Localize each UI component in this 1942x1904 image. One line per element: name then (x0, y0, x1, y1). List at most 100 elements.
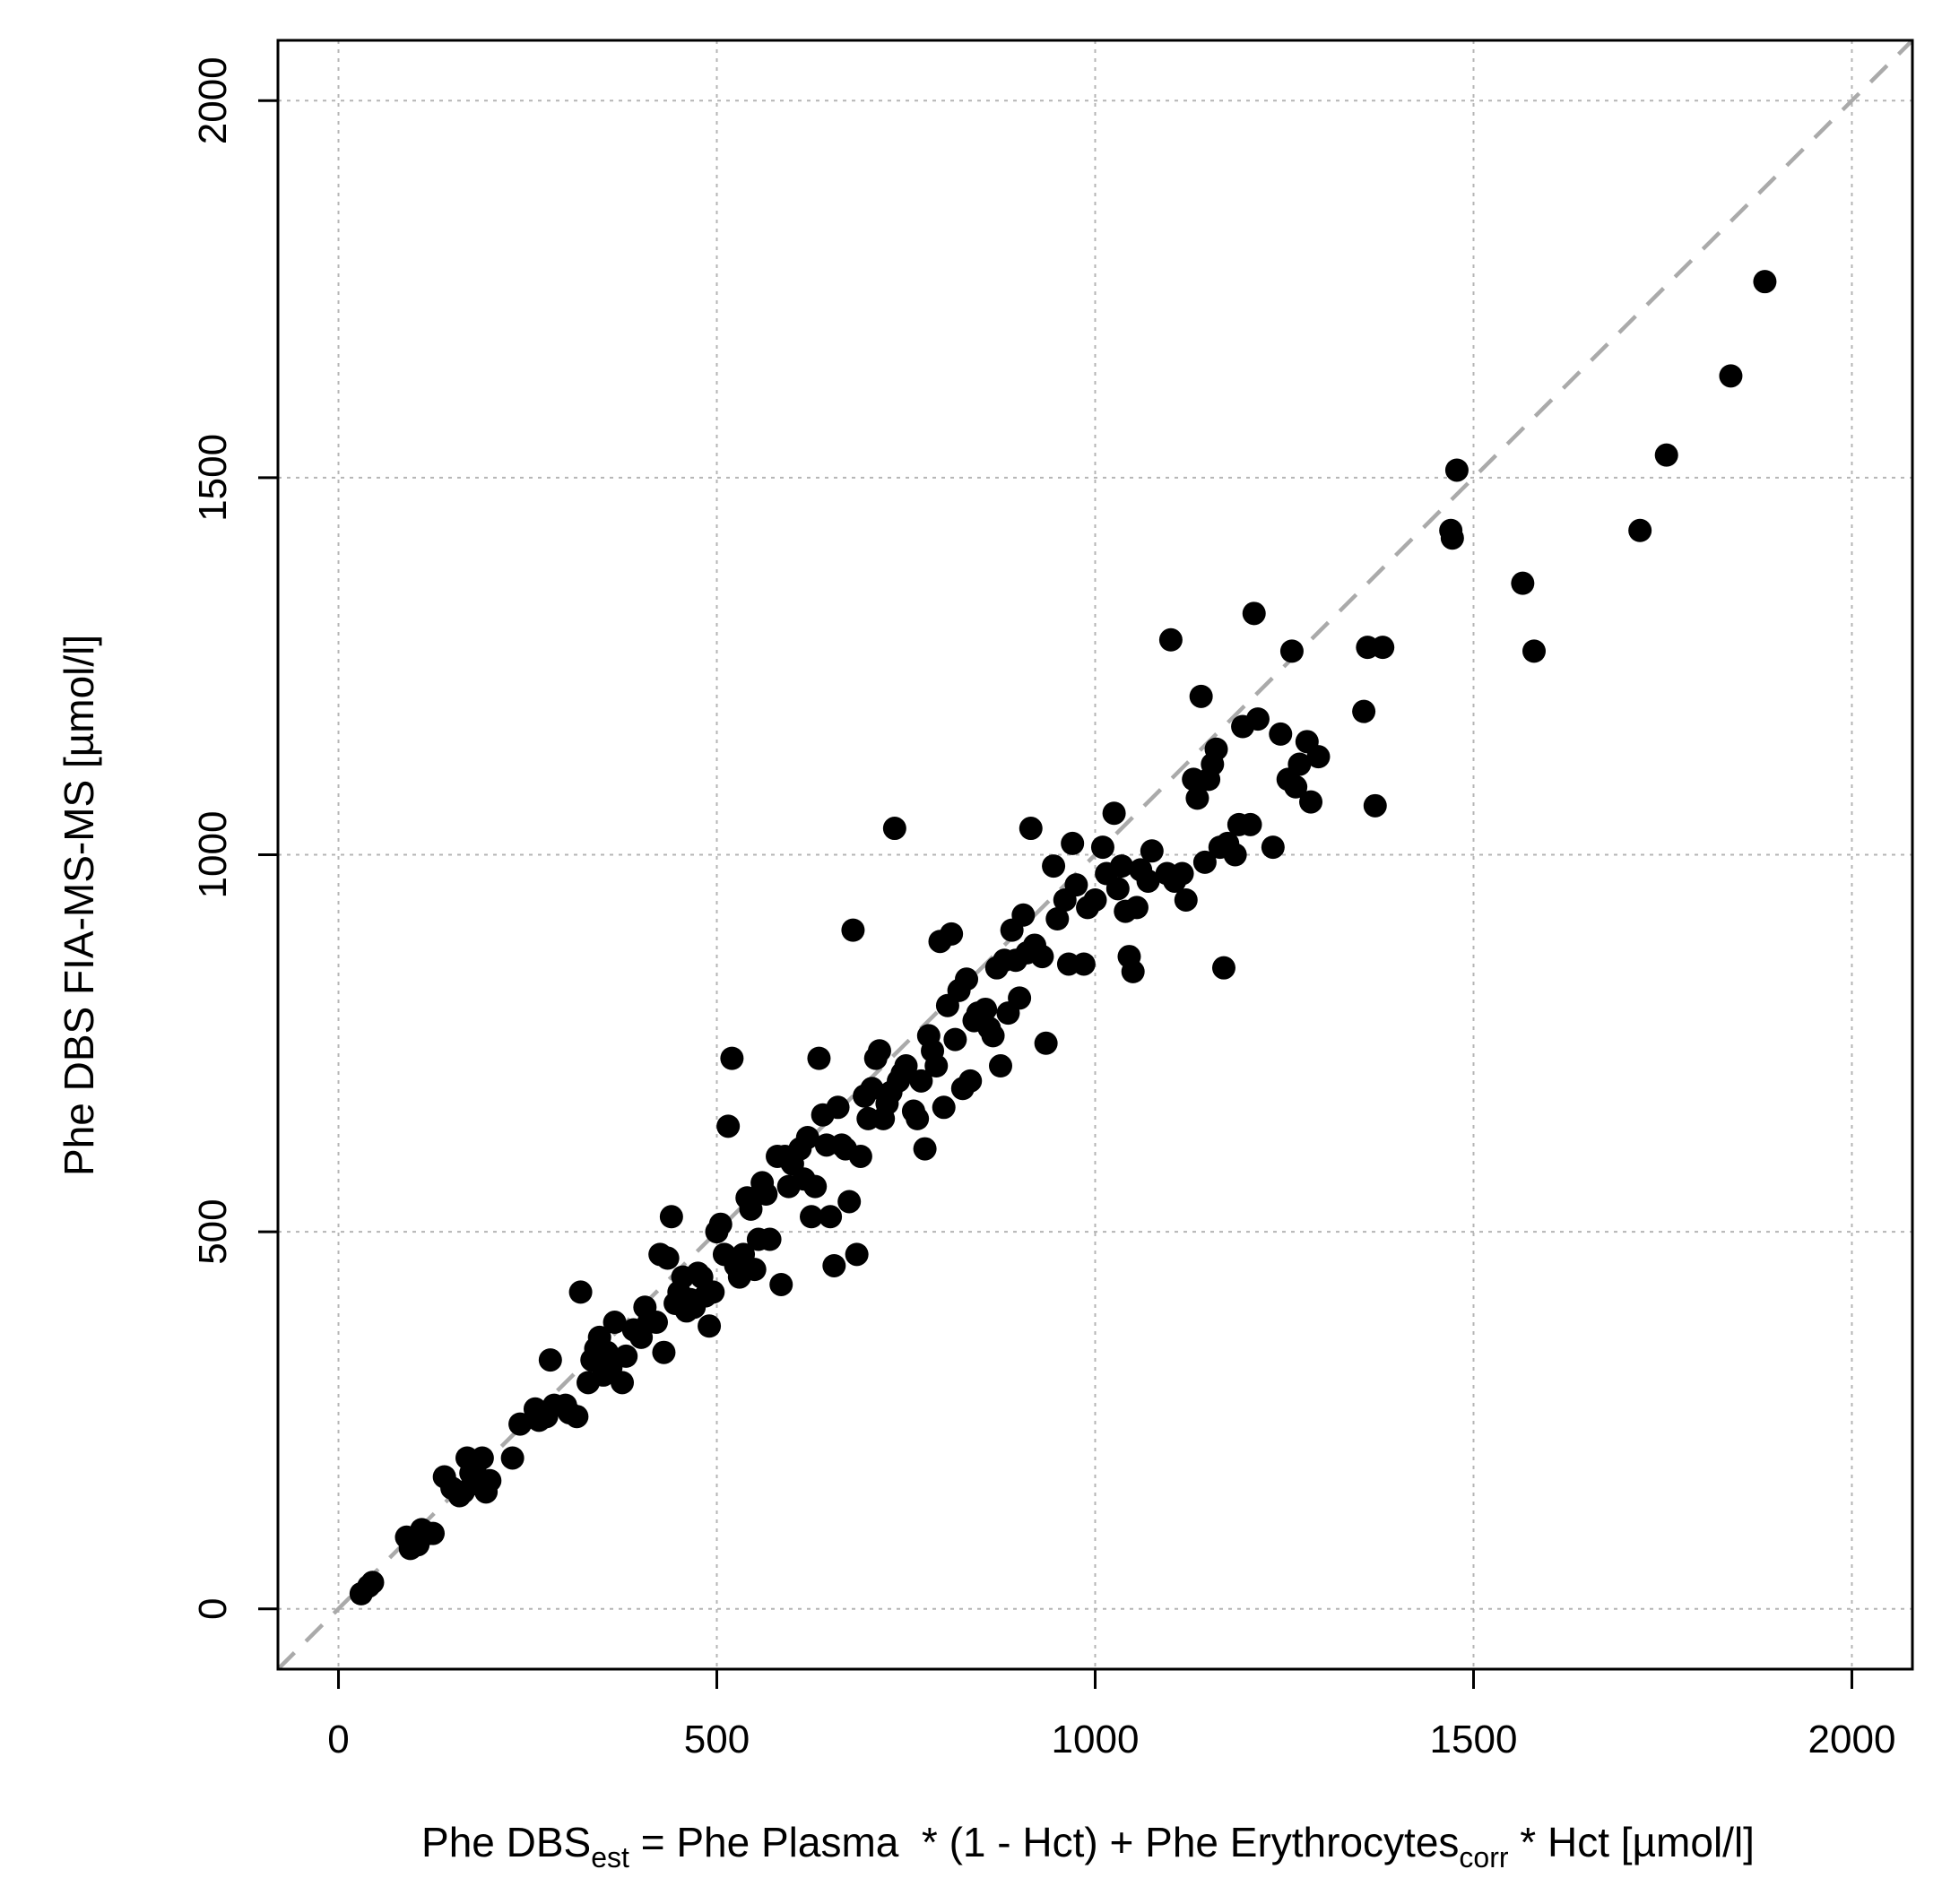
x-axis-title: Phe DBSest = Phe Plasma * (1 - Hct) + Ph… (421, 1819, 1755, 1874)
data-point (708, 1212, 733, 1236)
data-point (1238, 812, 1262, 836)
data-point (1102, 801, 1126, 826)
data-point (500, 1446, 525, 1470)
data-point (826, 1095, 850, 1120)
data-point (943, 1027, 967, 1052)
data-point (701, 1280, 725, 1304)
data-point (1440, 526, 1464, 550)
data-point (1185, 786, 1209, 810)
data-point (1511, 571, 1535, 595)
data-point (1245, 707, 1270, 731)
data-point (754, 1182, 778, 1207)
data-point (1034, 1031, 1058, 1055)
x-axis-title-part: * Hct [µmol/l] (1509, 1819, 1755, 1865)
data-point (1522, 639, 1547, 663)
data-point (603, 1311, 627, 1335)
data-point (1444, 458, 1469, 482)
data-point (470, 1446, 494, 1470)
data-point (565, 1405, 589, 1429)
data-point (1654, 443, 1678, 467)
data-point (1083, 887, 1107, 912)
data-points (349, 270, 1777, 1605)
data-point (1045, 907, 1070, 931)
data-point (1121, 959, 1145, 983)
data-point (1628, 518, 1652, 542)
data-point (1189, 684, 1213, 708)
data-point (940, 922, 964, 946)
data-point (1371, 636, 1395, 660)
data-point (1306, 745, 1331, 769)
data-point (989, 1054, 1013, 1078)
data-point (1352, 699, 1376, 723)
data-point (739, 1197, 763, 1221)
data-point (1064, 873, 1088, 897)
data-point (924, 1054, 949, 1078)
data-point (894, 1054, 918, 1078)
data-point (614, 1344, 638, 1368)
data-point (913, 1137, 937, 1161)
data-point (478, 1468, 502, 1493)
y-tick-label: 1000 (191, 811, 235, 899)
x-axis-title-part: = Phe Plasma * (1 - Hct) + Phe Erythrocy… (629, 1819, 1459, 1865)
data-point (1090, 835, 1114, 860)
data-point (800, 1205, 824, 1229)
data-point (508, 1412, 533, 1436)
data-point (1174, 887, 1198, 912)
data-point (1105, 877, 1130, 901)
data-point (958, 1069, 983, 1093)
data-point (1211, 956, 1235, 980)
data-point (974, 997, 998, 1021)
data-point (1042, 854, 1066, 878)
data-point (909, 1069, 933, 1093)
data-point (795, 1125, 819, 1149)
data-point (1269, 722, 1293, 746)
y-axis: 0 500 1000 1500 2000 (191, 56, 280, 1620)
data-point (803, 1174, 828, 1199)
data-point (758, 1227, 782, 1251)
data-point (538, 1348, 562, 1372)
data-point (841, 918, 865, 942)
y-tick-label: 0 (191, 1597, 235, 1619)
x-axis-title-subscript: corr (1459, 1841, 1508, 1874)
grid (278, 40, 1912, 1669)
data-point (1124, 896, 1149, 920)
data-point (1223, 843, 1247, 867)
y-tick-label: 1500 (191, 434, 235, 522)
data-point (1363, 793, 1387, 818)
x-tick-label: 0 (327, 1718, 349, 1761)
data-point (822, 1253, 846, 1277)
data-point (1158, 627, 1183, 652)
data-point (1008, 986, 1032, 1010)
data-point (1192, 850, 1217, 874)
data-point (1261, 835, 1285, 860)
data-point (860, 1077, 884, 1101)
x-axis-title-subscript: est (591, 1841, 629, 1874)
data-point (1170, 861, 1194, 886)
y-tick-label: 2000 (191, 56, 235, 144)
data-point (360, 1571, 385, 1595)
data-point (1030, 945, 1054, 969)
data-point (1719, 364, 1743, 388)
data-point (807, 1046, 831, 1070)
data-point (769, 1272, 793, 1296)
data-point (882, 817, 906, 841)
data-point (819, 1205, 843, 1229)
data-point (906, 1106, 930, 1130)
data-point (568, 1280, 593, 1304)
data-point (1287, 752, 1312, 776)
data-point (720, 1046, 744, 1070)
data-point (1279, 639, 1304, 663)
x-tick-label: 500 (684, 1718, 750, 1761)
data-point (1204, 737, 1228, 761)
data-point (1011, 903, 1036, 927)
data-point (742, 1258, 767, 1282)
data-point (698, 1314, 722, 1338)
data-point (1061, 831, 1085, 855)
data-point (932, 1095, 956, 1120)
data-point (1019, 817, 1043, 841)
data-point (644, 1311, 668, 1335)
y-tick-label: 500 (191, 1199, 235, 1264)
x-tick-label: 2000 (1808, 1718, 1896, 1761)
data-point (1242, 601, 1266, 626)
